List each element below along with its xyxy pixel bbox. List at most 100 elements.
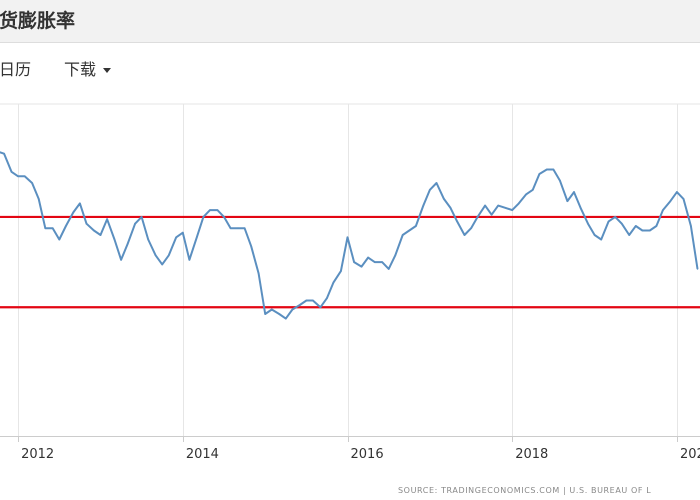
data-point [257, 272, 260, 275]
data-point [525, 193, 527, 196]
data-point [401, 234, 404, 236]
data-point [305, 299, 308, 302]
data-point [216, 209, 219, 211]
x-tick-label: 2018 [515, 447, 548, 462]
data-point [312, 299, 314, 302]
data-point [614, 216, 616, 218]
data-point [99, 234, 102, 236]
data-point [518, 202, 520, 205]
data-point [449, 207, 452, 209]
data-point [229, 227, 232, 229]
data-point [490, 213, 493, 216]
source-text: SOURCE: TRADINGECONOMICS.COM | U.S. BURE… [398, 486, 652, 495]
data-point [202, 216, 205, 218]
data-point [168, 254, 170, 257]
data-point [607, 220, 610, 223]
data-point [243, 227, 246, 229]
data-point [154, 254, 157, 257]
data-point [367, 256, 369, 259]
data-point [106, 218, 108, 220]
data-point [676, 191, 678, 193]
data-point [79, 202, 81, 205]
data-point [182, 231, 184, 234]
data-point [387, 268, 390, 270]
data-point [628, 234, 630, 236]
data-point [237, 227, 239, 229]
data-point [669, 200, 672, 202]
data-point [113, 238, 116, 241]
download-label: 下载 [64, 60, 97, 79]
data-point [196, 236, 198, 239]
data-point [340, 270, 342, 272]
data-point [175, 236, 177, 239]
data-point [566, 200, 569, 202]
download-button[interactable]: 下载 [64, 56, 112, 80]
data-point [621, 222, 623, 225]
data-point [37, 198, 40, 200]
calendar-button[interactable]: 日历 [0, 60, 32, 79]
data-point [360, 265, 363, 268]
data-point [443, 198, 445, 200]
data-point [278, 313, 281, 315]
data-point [415, 225, 417, 227]
data-point [394, 254, 397, 257]
data-point [10, 171, 13, 173]
data-point [31, 182, 33, 184]
data-point [429, 189, 431, 191]
toolbar: 日历 下载 [0, 42, 700, 102]
data-point [85, 222, 88, 225]
data-point [511, 209, 513, 211]
x-tick-label: 2014 [186, 447, 219, 462]
data-point [655, 225, 658, 227]
data-point [134, 222, 136, 225]
data-point [140, 216, 143, 218]
data-point [593, 234, 596, 236]
data-point [120, 259, 122, 261]
data-point [291, 308, 294, 311]
data-point [587, 222, 589, 225]
data-point [635, 225, 637, 227]
data-point [579, 207, 582, 209]
x-tick-label: 2016 [351, 447, 384, 462]
data-point [696, 268, 699, 270]
data-point [662, 209, 664, 211]
title-bar: 货膨胀率 [0, 0, 700, 43]
data-point [58, 238, 61, 241]
page-title: 货膨胀率 [0, 10, 76, 32]
data-point [51, 227, 54, 229]
data-point [546, 168, 548, 171]
data-point [72, 211, 75, 214]
data-point [559, 180, 561, 182]
data-point [532, 189, 534, 191]
data-point [552, 168, 555, 171]
data-point [504, 207, 507, 209]
data-point [408, 229, 411, 232]
data-point [422, 204, 425, 207]
data-point [44, 227, 47, 229]
data-point [17, 175, 19, 178]
data-point [285, 317, 287, 320]
data-point [573, 191, 575, 193]
data-point [65, 225, 67, 227]
data-point [538, 173, 541, 175]
data-point [463, 234, 466, 236]
x-tick-label: 2020 [680, 447, 700, 462]
x-tick-label: 2012 [21, 447, 54, 462]
data-point [319, 306, 322, 309]
data-point [264, 313, 267, 315]
data-point [161, 263, 163, 266]
data-point [682, 198, 685, 200]
data-point [456, 220, 458, 223]
data-point [476, 216, 479, 218]
data-point [3, 152, 5, 155]
data-point [271, 308, 273, 311]
data-point [641, 229, 644, 232]
data-point [209, 209, 211, 211]
data-point [649, 229, 651, 232]
caret-down-icon [103, 68, 112, 73]
data-point [250, 245, 252, 248]
data-point [690, 225, 692, 227]
data-point [484, 204, 486, 207]
data-point [332, 281, 335, 284]
data-point [299, 304, 301, 306]
